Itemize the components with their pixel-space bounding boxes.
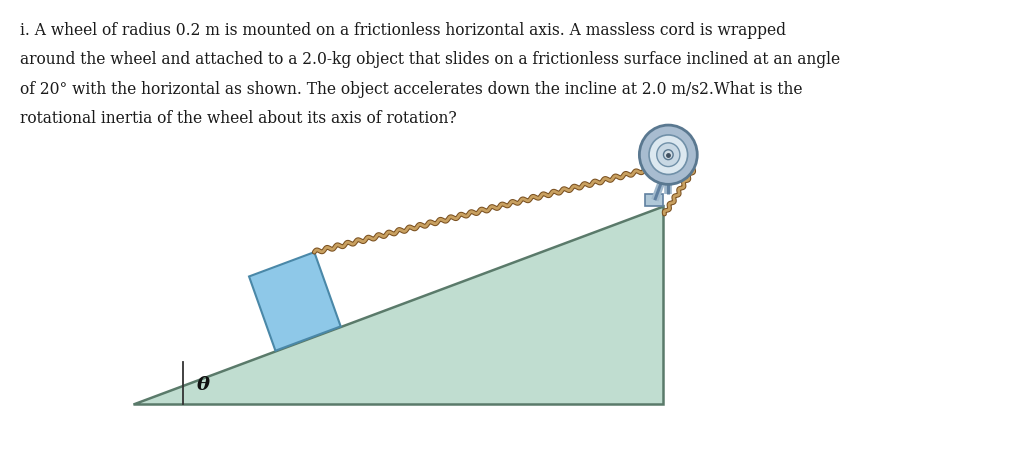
Circle shape: [663, 150, 673, 160]
Text: rotational inertia of the wheel about its axis of rotation?: rotational inertia of the wheel about it…: [20, 110, 457, 128]
Polygon shape: [645, 194, 663, 206]
Text: of 20° with the horizontal as shown. The object accelerates down the incline at : of 20° with the horizontal as shown. The…: [20, 81, 803, 98]
Polygon shape: [249, 252, 341, 351]
Polygon shape: [133, 206, 663, 404]
Text: around the wheel and attached to a 2.0-kg object that slides on a frictionless s: around the wheel and attached to a 2.0-k…: [20, 51, 840, 68]
Text: θ: θ: [197, 376, 209, 394]
Circle shape: [657, 143, 680, 167]
Circle shape: [649, 135, 688, 174]
Circle shape: [639, 125, 697, 184]
Text: i. A wheel of radius 0.2 m is mounted on a frictionless horizontal axis. A massl: i. A wheel of radius 0.2 m is mounted on…: [20, 21, 786, 39]
